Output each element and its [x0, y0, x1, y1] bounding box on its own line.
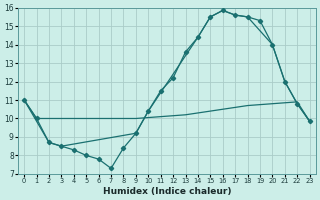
X-axis label: Humidex (Indice chaleur): Humidex (Indice chaleur) — [103, 187, 231, 196]
